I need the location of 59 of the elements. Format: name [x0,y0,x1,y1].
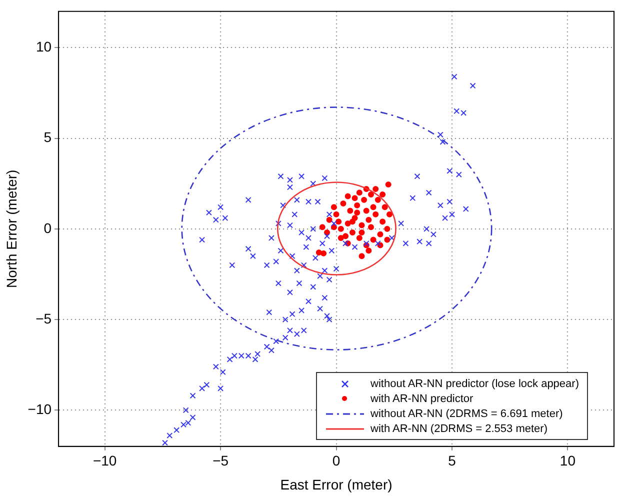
point [385,181,392,188]
point [352,195,358,202]
point [336,218,342,225]
point [370,204,376,210]
y-axis-title: North Error (meter) [3,170,20,288]
point [330,204,337,210]
legend-label: without AR-NN predictor (lose lock appear) [370,378,579,390]
point [344,220,351,226]
point [358,230,365,236]
x-tick-label: 10 [560,452,576,469]
point [349,230,356,236]
x-tick-label: −5 [212,452,229,469]
point [338,226,344,232]
y-tick-label: 5 [44,129,52,146]
x-tick-label: 5 [448,452,456,469]
x-tick-label: 0 [332,452,340,469]
point [333,211,340,218]
point [344,193,351,200]
point [363,208,370,214]
point [356,234,362,241]
point [347,208,354,214]
point [380,191,386,198]
point [356,190,362,196]
point [316,249,322,256]
point [354,210,360,216]
point [354,202,360,208]
point [338,234,344,241]
annotation: without AR-NN (2DRMS = 6.691 meter) [370,408,563,420]
x-axis-title: East Error (meter) [280,476,392,492]
point [368,191,374,198]
y-tick-label: 0 [44,220,52,236]
point [384,226,390,232]
legend-label: with AR-NN predictor [370,392,474,404]
point [366,216,372,223]
point [377,231,384,238]
point [374,196,381,203]
annotation: with AR-NN (2DRMS = 2.553 meter) [370,422,548,434]
y-tick-label: −10 [28,401,52,418]
point [372,186,379,192]
point [380,218,386,225]
point [366,248,372,254]
point [368,224,374,230]
point [326,216,332,223]
point [372,211,379,218]
y-tick-label: −5 [36,310,52,326]
point [340,200,346,207]
point [342,233,349,240]
point [320,250,327,256]
point [370,236,376,243]
y-tick-label: 10 [36,38,52,55]
point [382,204,388,210]
point [384,236,390,243]
point [361,196,368,203]
point [358,222,365,228]
point [358,253,365,260]
x-tick-label: −10 [92,452,117,469]
point [349,218,356,225]
point [386,211,393,218]
point [319,224,326,230]
